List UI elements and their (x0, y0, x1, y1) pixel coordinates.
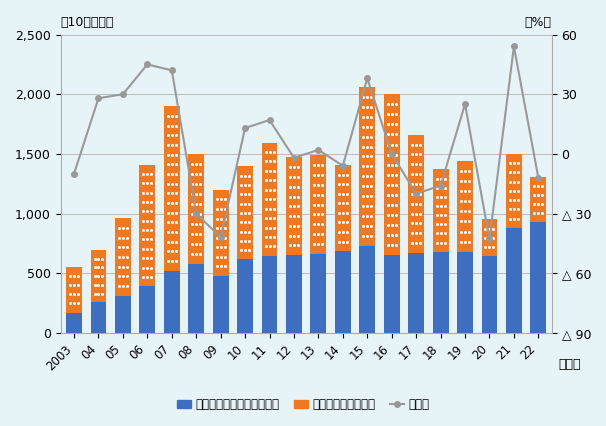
Bar (139, 164, 155, 286)
Text: （年）: （年） (559, 358, 581, 371)
Bar (433, 170, 448, 252)
Legend: 新興・途上国向け直接投賄, 先進国向け直接投賄, 伸び率: 新興・途上国向け直接投賄, 先進国向け直接投賄, 伸び率 (171, 393, 435, 416)
Bar (262, 256, 278, 333)
Bar (530, 176, 546, 222)
Bar (530, 222, 546, 333)
Bar (139, 286, 155, 333)
Text: （%）: （%） (525, 16, 552, 29)
Bar (286, 158, 302, 255)
Bar (164, 106, 180, 271)
Bar (359, 87, 375, 246)
Bar (66, 267, 82, 313)
Bar (310, 254, 327, 333)
Bar (213, 276, 228, 333)
Bar (433, 252, 448, 333)
Bar (482, 256, 498, 333)
Bar (506, 228, 522, 333)
Bar (164, 271, 180, 333)
Bar (237, 167, 253, 259)
Bar (237, 259, 253, 333)
Bar (286, 255, 302, 333)
Bar (66, 313, 82, 333)
Bar (115, 218, 131, 296)
Bar (188, 264, 204, 333)
Bar (90, 250, 107, 302)
Bar (90, 302, 107, 333)
Bar (408, 135, 424, 253)
Bar (408, 253, 424, 333)
Bar (482, 219, 498, 256)
Bar (213, 190, 228, 276)
Bar (188, 154, 204, 264)
Bar (359, 246, 375, 333)
Bar (457, 161, 473, 252)
Bar (262, 143, 278, 256)
Bar (115, 296, 131, 333)
Text: （10億ドル）: （10億ドル） (61, 16, 114, 29)
Bar (384, 94, 400, 255)
Bar (384, 255, 400, 333)
Bar (310, 155, 327, 254)
Bar (335, 165, 351, 251)
Bar (335, 251, 351, 333)
Bar (457, 252, 473, 333)
Bar (506, 154, 522, 228)
